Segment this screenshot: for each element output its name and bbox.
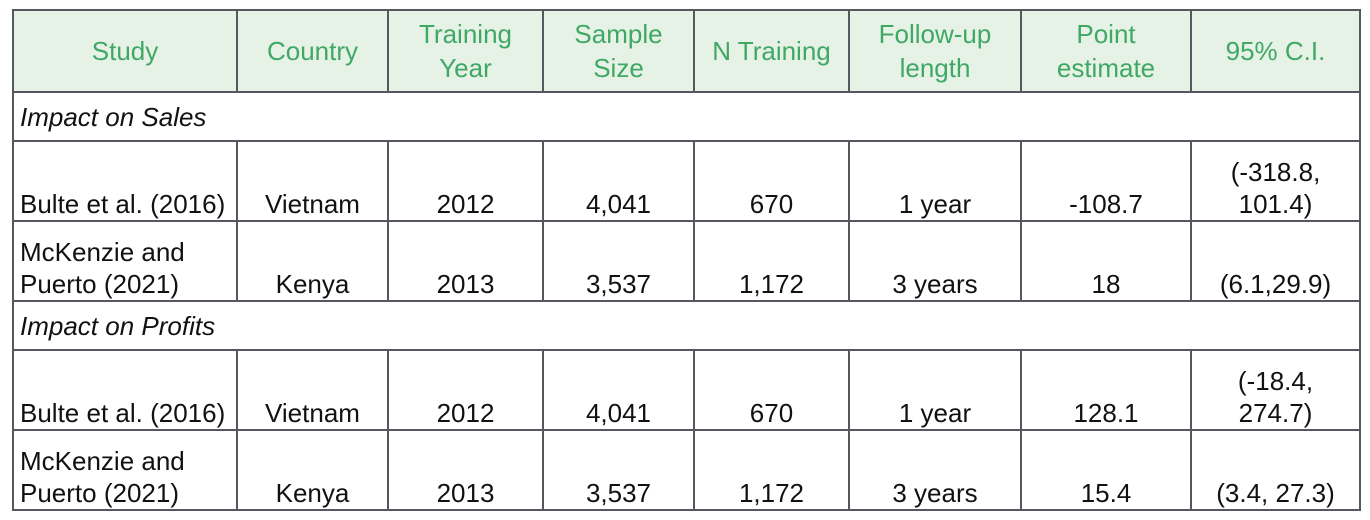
- table-row: McKenzie and Puerto (2021) Kenya 2013 3,…: [12, 220, 1361, 302]
- col-header-n-training: N Training: [693, 9, 850, 93]
- cell-ci: (-18.4, 274.7): [1190, 349, 1361, 432]
- cell-country: Kenya: [236, 220, 389, 302]
- cell-follow-up-length: 1 year: [848, 140, 1022, 223]
- cell-point-estimate: 15.4: [1020, 429, 1192, 511]
- cell-study: Bulte et al. (2016): [12, 349, 238, 432]
- cell-ci: (6.1,29.9): [1190, 220, 1361, 302]
- cell-n-training: 670: [693, 140, 850, 223]
- cell-sample-size: 4,041: [542, 349, 695, 432]
- cell-follow-up-length: 3 years: [848, 220, 1022, 302]
- col-header-point-estimate: Point estimate: [1020, 9, 1192, 93]
- col-header-ci: 95% C.I.: [1190, 9, 1361, 93]
- cell-training-year: 2013: [387, 220, 544, 302]
- section-title-sales: Impact on Sales: [12, 90, 1361, 143]
- cell-point-estimate: 128.1: [1020, 349, 1192, 432]
- cell-sample-size: 3,537: [542, 220, 695, 302]
- col-header-sample-size: Sample Size: [542, 9, 695, 93]
- cell-sample-size: 4,041: [542, 140, 695, 223]
- cell-training-year: 2012: [387, 349, 544, 432]
- cell-training-year: 2013: [387, 429, 544, 511]
- col-header-training-year: Training Year: [387, 9, 544, 93]
- table-row: Bulte et al. (2016) Vietnam 2012 4,041 6…: [12, 140, 1361, 223]
- cell-ci: (3.4, 27.3): [1190, 429, 1361, 511]
- col-header-follow-up-length: Follow-up length: [848, 9, 1022, 93]
- cell-point-estimate: 18: [1020, 220, 1192, 302]
- table-row: McKenzie and Puerto (2021) Kenya 2013 3,…: [12, 429, 1361, 511]
- cell-country: Kenya: [236, 429, 389, 511]
- cell-study: Bulte et al. (2016): [12, 140, 238, 223]
- cell-follow-up-length: 1 year: [848, 349, 1022, 432]
- cell-training-year: 2012: [387, 140, 544, 223]
- section-header-row: Impact on Profits: [12, 299, 1361, 352]
- cell-country: Vietnam: [236, 349, 389, 432]
- col-header-study: Study: [12, 9, 238, 93]
- cell-study: McKenzie and Puerto (2021): [12, 220, 238, 302]
- cell-follow-up-length: 3 years: [848, 429, 1022, 511]
- cell-point-estimate: -108.7: [1020, 140, 1192, 223]
- table-row: Bulte et al. (2016) Vietnam 2012 4,041 6…: [12, 349, 1361, 432]
- results-table: Study Country Training Year Sample Size …: [12, 9, 1361, 511]
- header-row: Study Country Training Year Sample Size …: [12, 9, 1361, 93]
- cell-n-training: 670: [693, 349, 850, 432]
- section-header-row: Impact on Sales: [12, 90, 1361, 143]
- cell-n-training: 1,172: [693, 220, 850, 302]
- col-header-country: Country: [236, 9, 389, 93]
- cell-country: Vietnam: [236, 140, 389, 223]
- cell-study: McKenzie and Puerto (2021): [12, 429, 238, 511]
- section-title-profits: Impact on Profits: [12, 299, 1361, 352]
- cell-sample-size: 3,537: [542, 429, 695, 511]
- cell-n-training: 1,172: [693, 429, 850, 511]
- cell-ci: (-318.8, 101.4): [1190, 140, 1361, 223]
